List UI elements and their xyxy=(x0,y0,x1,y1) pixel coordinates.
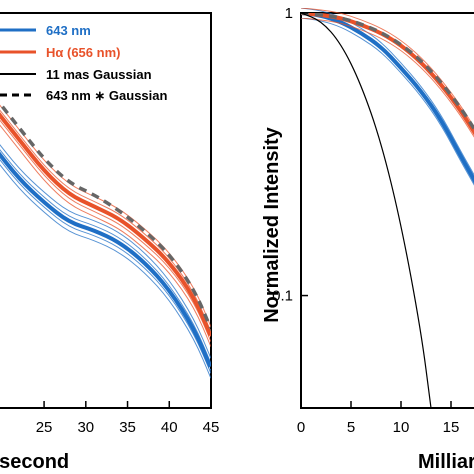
legend-label-convolved: 643 nm ∗ Gaussian xyxy=(46,88,168,103)
series-643-nm-gaussian-line xyxy=(301,13,474,132)
right-x-axis-label: Milliar xyxy=(418,451,474,473)
x-tick-label: 30 xyxy=(77,419,94,436)
series-h-656-nm-strand-2 xyxy=(301,18,474,138)
left-x-ticks: 25 30 35 40 45 xyxy=(36,401,220,436)
right-y-axis-label: Normalized Intensity xyxy=(261,126,283,322)
series-643-nm-strand-1 xyxy=(301,8,474,176)
right-y-ticks: 10.1 xyxy=(272,5,308,305)
series-h-656-nm-strand-1 xyxy=(301,8,474,128)
series-643-nm-strand-1 xyxy=(0,149,211,365)
left-series-group xyxy=(0,100,211,380)
x-tick-label: 25 xyxy=(36,419,53,436)
x-tick-label: 15 xyxy=(443,419,460,436)
x-tick-label: 40 xyxy=(161,419,178,436)
left-chart-panel: 25 30 35 40 45 643 nm Hα (656 nm) 11 mas Gau… xyxy=(0,12,220,473)
right-series-group xyxy=(301,8,474,408)
x-tick-label: 0 xyxy=(297,419,305,436)
left-plot-frame xyxy=(0,12,212,409)
series-643-nm-gaussian-line xyxy=(0,100,211,331)
series-643-nm-strand-2 xyxy=(0,159,211,375)
right-plot-frame xyxy=(300,12,474,409)
legend-label-gaussian: 11 mas Gaussian xyxy=(46,67,152,82)
legend-label-halpha: Hα (656 nm) xyxy=(46,45,120,60)
series-11-mas-gaussian-line xyxy=(301,13,432,408)
x-tick-label: 45 xyxy=(203,419,220,436)
left-x-axis-label: csecond xyxy=(0,451,69,473)
x-tick-label: 35 xyxy=(119,419,136,436)
series-h-656-nm-strand-2 xyxy=(0,119,211,343)
y-tick-label: 1 xyxy=(285,5,293,22)
right-chart-panel: 0 5 10 15 1 10.1 Normalized Intensity Millia… xyxy=(261,5,474,473)
series-643-nm-line xyxy=(0,151,211,371)
x-tick-label: 5 xyxy=(347,419,355,436)
series-h-656-nm-strand-1 xyxy=(0,109,211,333)
x-tick-label: 10 xyxy=(393,419,410,436)
series-h-656-nm-line xyxy=(0,112,211,339)
series-643-nm-strand-3 xyxy=(0,164,211,380)
legend: 643 nm Hα (656 nm) 11 mas Gaussian 643 n… xyxy=(0,23,168,103)
series-643-nm-strand-0 xyxy=(0,144,211,360)
series-643-nm-line xyxy=(301,13,474,184)
series-643-nm-strand-2 xyxy=(301,18,474,186)
legend-label-643nm: 643 nm xyxy=(46,23,91,38)
y-tick-label: 0.1 xyxy=(272,288,293,305)
series-h-656-nm-strand-3 xyxy=(0,124,211,348)
